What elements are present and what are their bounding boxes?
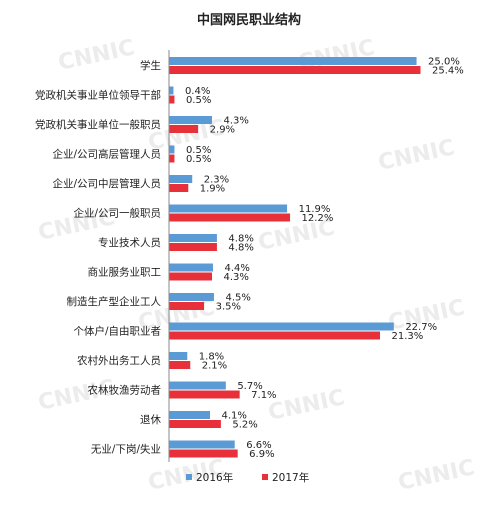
data-label: 0.4% — [185, 86, 210, 97]
category-label: 制造生产型企业工人 — [67, 295, 162, 308]
data-label: 5.2% — [232, 420, 257, 431]
legend-swatch — [186, 474, 192, 480]
bar-2016 — [169, 263, 213, 272]
data-label: 4.4% — [224, 263, 249, 274]
bar-2016 — [169, 381, 226, 390]
data-label: 22.7% — [405, 322, 437, 333]
bar-2016 — [169, 352, 188, 360]
bar-2016 — [169, 411, 211, 419]
data-label: 1.8% — [199, 352, 224, 363]
bar-2016 — [169, 86, 174, 95]
data-label: 4.8% — [228, 243, 253, 254]
watermark-text: CNNIC — [396, 455, 477, 496]
category-label: 无业/下岗/失业 — [91, 443, 161, 456]
bar-2016 — [169, 57, 417, 65]
category-label: 企业/公司一般职员 — [73, 207, 161, 220]
bar-2016 — [169, 293, 214, 301]
data-label: 0.5% — [186, 154, 211, 165]
bar-2016 — [169, 322, 394, 331]
bar-2017 — [169, 243, 217, 251]
data-label: 6.9% — [249, 449, 274, 460]
bar-2016 — [169, 204, 288, 213]
bar-2016 — [169, 175, 193, 183]
legend-label: 2017年 — [272, 471, 309, 484]
data-label: 4.1% — [222, 411, 247, 422]
bar-2016 — [169, 145, 175, 154]
bar-2017 — [169, 125, 199, 133]
bar-2017 — [169, 420, 221, 428]
data-label: 2.9% — [210, 125, 235, 136]
category-label: 企业/公司高层管理人员 — [52, 148, 161, 161]
bars-layer: 学生 25.0%25.4%党政机关事业单位领导干部 0.4%0.5%党政机关事业单位… — [35, 57, 464, 461]
data-label: 4.3% — [223, 272, 248, 283]
data-label: 4.3% — [223, 116, 248, 127]
bar-2017 — [169, 213, 291, 222]
data-label: 0.5% — [186, 145, 211, 156]
bar-2017 — [169, 361, 191, 369]
data-label: 4.8% — [228, 234, 253, 245]
data-label: 2.3% — [204, 175, 229, 186]
data-label: 12.2% — [302, 213, 334, 224]
category-label: 商业服务业职工 — [88, 266, 162, 279]
data-label: 7.1% — [251, 390, 276, 401]
data-label: 21.3% — [391, 331, 423, 342]
data-label: 25.4% — [432, 66, 464, 77]
data-label: 6.6% — [246, 440, 271, 451]
bar-2017 — [169, 272, 212, 281]
data-label: 1.9% — [200, 184, 225, 195]
data-label: 25.0% — [428, 57, 460, 68]
data-label: 5.7% — [237, 381, 262, 392]
watermark-text: CNNIC — [376, 135, 457, 176]
category-label: 退休 — [140, 414, 161, 426]
category-label: 个体户/自由职业者 — [73, 325, 161, 338]
bar-2016 — [169, 234, 217, 242]
data-label: 2.1% — [202, 361, 227, 372]
chart-title: 中国网民职业结构 — [197, 12, 301, 28]
category-label: 农村外出务工人员 — [77, 354, 161, 367]
bar-2017 — [169, 66, 421, 74]
bar-2017 — [169, 331, 380, 340]
category-label: 党政机关事业单位领导干部 — [35, 89, 161, 102]
bar-2017 — [169, 184, 189, 192]
legend: 2016年 2017年 — [186, 471, 309, 484]
legend-label: 2016年 — [196, 471, 233, 484]
data-label: 11.9% — [299, 204, 331, 215]
bar-2017 — [169, 302, 205, 310]
bar-2017 — [169, 95, 175, 104]
category-label: 农林牧渔劳动者 — [88, 384, 162, 397]
bar-2016 — [169, 440, 235, 449]
category-label: 学生 — [140, 59, 161, 72]
bar-2017 — [169, 449, 238, 458]
category-label: 企业/公司中层管理人员 — [52, 177, 161, 190]
watermark-text: CNNIC — [266, 385, 347, 426]
data-label: 3.5% — [216, 302, 241, 313]
category-label: 专业技术人员 — [98, 236, 161, 249]
legend-swatch — [262, 474, 268, 480]
data-label: 0.5% — [186, 95, 211, 106]
bar-2016 — [169, 116, 212, 124]
data-label: 4.5% — [225, 293, 250, 304]
category-label: 党政机关事业单位一般职员 — [35, 118, 161, 131]
watermark-text: CNNIC — [56, 35, 137, 76]
bar-2017 — [169, 390, 240, 399]
bar-2017 — [169, 154, 175, 163]
